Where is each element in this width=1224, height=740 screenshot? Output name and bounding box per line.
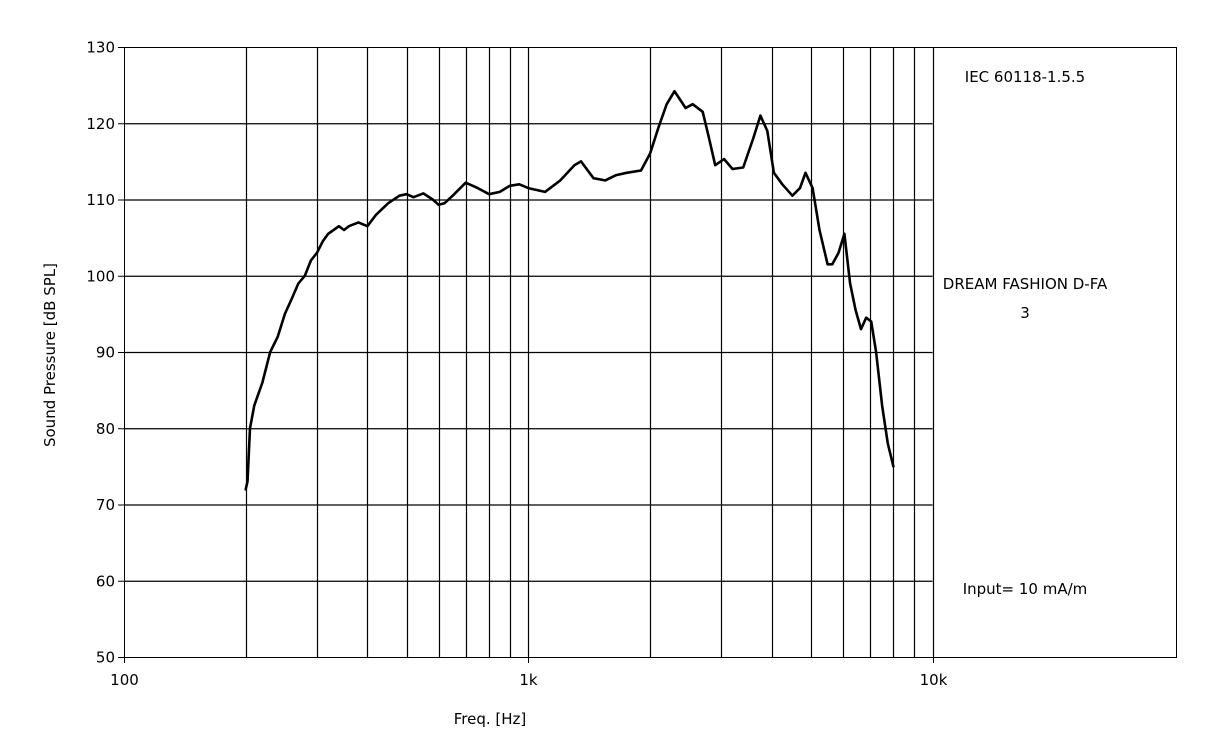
y-tick-label: 100 bbox=[86, 267, 115, 285]
x-tick-label: 1k bbox=[519, 671, 538, 689]
y-tick-label: 110 bbox=[86, 191, 115, 209]
annotation-standard: IEC 60118-1.5.5 bbox=[965, 68, 1085, 86]
y-tick-label: 90 bbox=[96, 344, 115, 362]
y-tick-label: 70 bbox=[96, 496, 115, 514]
y-tick-label: 120 bbox=[86, 115, 115, 133]
grid-lines bbox=[124, 47, 935, 657]
y-tick-label: 130 bbox=[86, 39, 115, 57]
series-layer bbox=[244, 89, 895, 491]
x-tick-label: 10k bbox=[920, 671, 948, 689]
x-tick-label: 100 bbox=[110, 671, 139, 689]
series-line bbox=[244, 89, 895, 491]
annotation-input: Input= 10 mA/m bbox=[963, 580, 1088, 598]
tick-labels: 50 60 70 80 90 100 110 120 130 100 1k 10k bbox=[86, 39, 947, 690]
axes bbox=[118, 47, 1177, 663]
y-tick-label: 60 bbox=[96, 572, 115, 590]
plot-frame bbox=[124, 47, 1177, 658]
x-axis-label: Freq. [Hz] bbox=[454, 710, 527, 728]
y-tick-label: 50 bbox=[96, 649, 115, 667]
y-axis-label: Sound Pressure [dB SPL] bbox=[41, 263, 59, 447]
y-tick-label: 80 bbox=[96, 420, 115, 438]
annotation-model: DREAM FASHION D-FA bbox=[943, 275, 1108, 293]
annotation-model-number: 3 bbox=[1020, 304, 1030, 322]
